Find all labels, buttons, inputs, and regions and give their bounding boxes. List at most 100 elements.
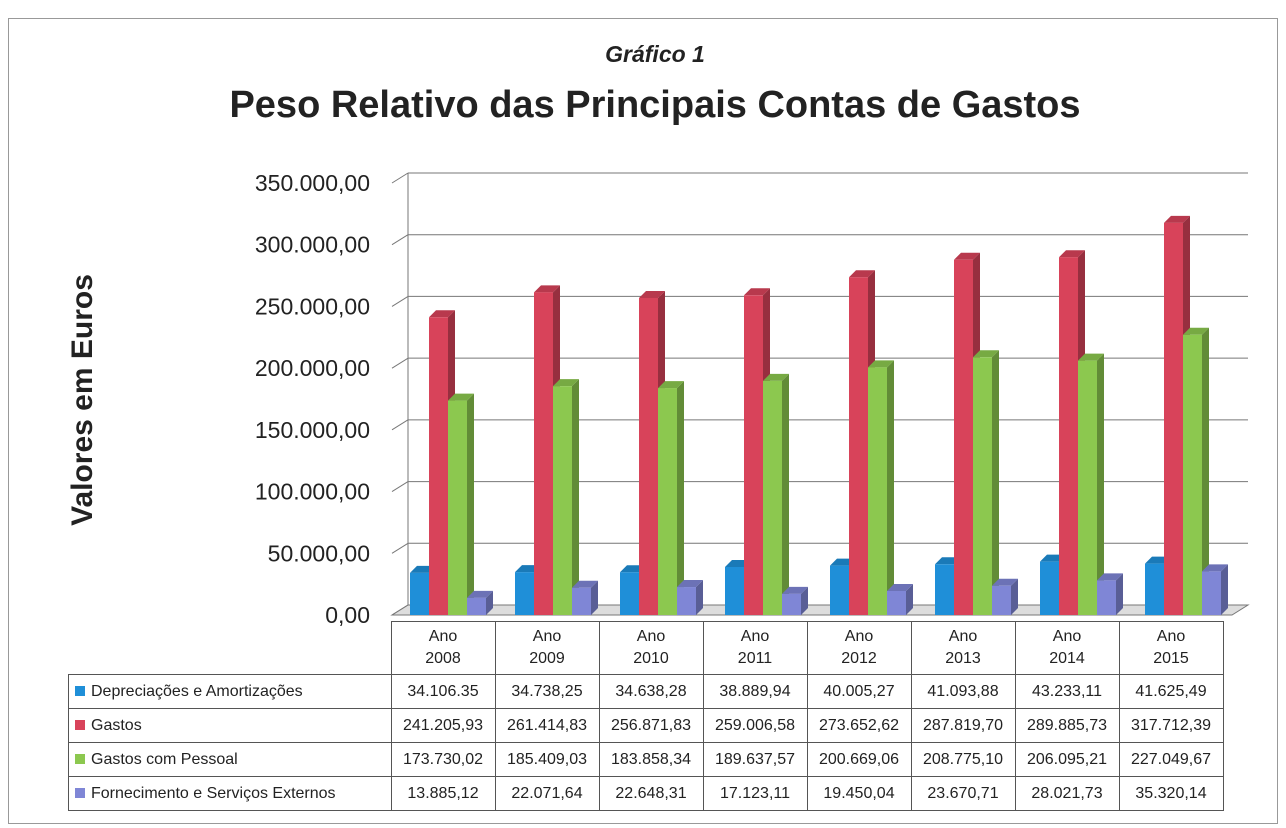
value-label: 35.320,14 [1118, 776, 1224, 811]
value-label: 22.648,31 [598, 776, 704, 811]
value-label: 208.775,10 [910, 742, 1016, 777]
bar-side [992, 350, 999, 615]
bar [954, 259, 973, 615]
bar-top [1164, 215, 1190, 223]
y-tick-label: 250.000,00 [255, 293, 370, 319]
value-label: 256.871,83 [598, 708, 704, 743]
value-label: 28.021,73 [1014, 776, 1120, 811]
bar [1040, 561, 1059, 615]
value-label: 41.093,88 [910, 674, 1016, 709]
bar-top [1059, 250, 1085, 258]
value-label: 40.005,27 [806, 674, 912, 709]
bar-top [992, 578, 1018, 586]
data-table: Ano 2008 Ano 2009 Ano 2010 Ano 2011 Ano 2012… [68, 621, 1224, 811]
value-label: 241.205,93 [390, 708, 496, 743]
value-label: 22.071,64 [494, 776, 600, 811]
bar-side [572, 379, 579, 615]
value-label: 41.625,49 [1118, 674, 1224, 709]
legend-label: Gastos [91, 716, 142, 734]
bar-top [1078, 353, 1104, 361]
y-tick-label: 50.000,00 [268, 540, 370, 566]
bar [1183, 334, 1202, 615]
bar-top [429, 310, 455, 318]
bar [467, 597, 486, 615]
value-label: 261.414,83 [494, 708, 600, 743]
bar-top [954, 252, 980, 260]
bar [935, 564, 954, 615]
bar-side [677, 381, 684, 615]
value-label: 183.858,34 [598, 742, 704, 777]
x-tick-label: Ano 2014 [1014, 621, 1120, 675]
grid-line-side [391, 172, 409, 184]
value-label: 34.106.35 [390, 674, 496, 709]
value-label: 259.006,58 [702, 708, 808, 743]
value-label: 34.738,25 [494, 674, 600, 709]
value-label: 13.885,12 [390, 776, 496, 811]
bar [1078, 360, 1097, 615]
table-header-row: Ano 2008 Ano 2009 Ano 2010 Ano 2011 Ano 2012… [69, 621, 1224, 675]
value-label: 227.049,67 [1118, 742, 1224, 777]
bar [620, 572, 639, 615]
value-label: 317.712,39 [1118, 708, 1224, 743]
bar [1164, 222, 1183, 615]
chart-frame [8, 18, 1278, 824]
legend-entry: Gastos com Pessoal [68, 742, 392, 777]
grid-line-side [391, 357, 409, 369]
bar [849, 277, 868, 615]
value-label: 185.409,03 [494, 742, 600, 777]
legend-key [75, 685, 85, 696]
y-axis-label: Valores em Euros [66, 274, 99, 526]
bar-side [1011, 578, 1018, 615]
legend-key [75, 753, 85, 764]
y-tick-label: 0,00 [325, 602, 370, 628]
value-label: 289.885,73 [1014, 708, 1120, 743]
bar-side [696, 580, 703, 615]
bar-side [591, 580, 598, 615]
y-tick-label: 100.000,00 [255, 479, 370, 505]
bar-side [906, 583, 913, 615]
grid-line-side [391, 419, 409, 431]
grid-line-side [391, 604, 409, 616]
y-tick-label: 300.000,00 [255, 232, 370, 258]
bar [410, 572, 429, 615]
bar-top [744, 288, 770, 296]
x-tick-label: Ano 2011 [702, 621, 808, 675]
bar [1059, 257, 1078, 615]
bar [763, 380, 782, 615]
bar-side [782, 373, 789, 615]
grid-line-side [391, 296, 409, 307]
bar [782, 593, 801, 615]
bar-side [887, 360, 894, 615]
bar [553, 386, 572, 615]
bar [677, 587, 696, 615]
grid-line-side [391, 542, 409, 554]
bar [973, 357, 992, 615]
bar [515, 572, 534, 615]
value-label: 23.670,71 [910, 776, 1016, 811]
legend-key [75, 719, 85, 730]
x-tick-label: Ano 2013 [910, 621, 1016, 675]
bar-side [1221, 564, 1228, 615]
bar-top [639, 290, 665, 298]
legend-entry: Depreciações e Amortizações [68, 674, 392, 709]
bar-side [1116, 573, 1123, 615]
bar [429, 317, 448, 615]
bar [1145, 563, 1164, 615]
bar-top [467, 590, 493, 598]
table-row: Gastos com Pessoal 173.730,02 185.409,03 18… [68, 742, 1224, 777]
bar-top [782, 586, 808, 594]
bar [887, 590, 906, 615]
table-row: Fornecimento e Serviços Externos 13.885,1… [68, 776, 1224, 811]
bar-top [1097, 573, 1123, 581]
grid-line-side [391, 481, 409, 492]
legend-entry: Fornecimento e Serviços Externos [68, 776, 392, 811]
bar [1202, 571, 1221, 615]
bar-top [868, 360, 894, 368]
bar-top [448, 393, 474, 401]
legend-label: Fornecimento e Serviços Externos [91, 784, 336, 802]
bar-top [677, 580, 703, 588]
legend-label: Gastos com Pessoal [91, 750, 238, 768]
value-label: 43.233,11 [1014, 674, 1120, 709]
x-tick-label: Ano 2015 [1118, 621, 1224, 675]
